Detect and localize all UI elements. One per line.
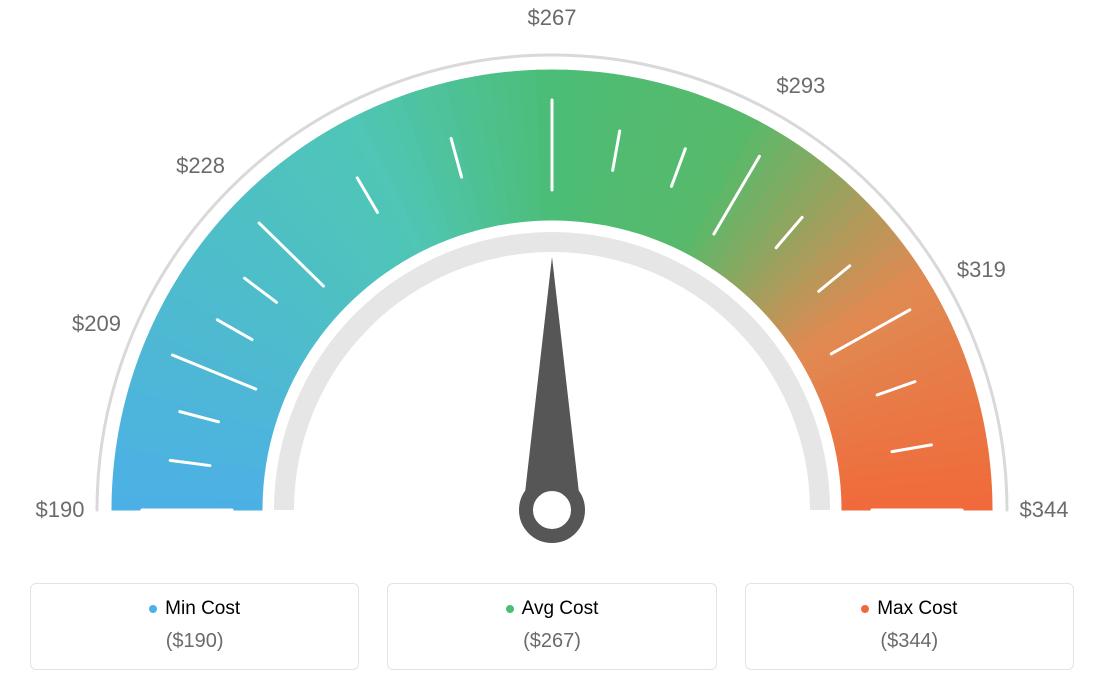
legend-dot-avg (506, 605, 514, 613)
legend-title-min: Min Cost (149, 598, 240, 620)
legend-row: Min Cost ($190) Avg Cost ($267) Max Cost… (0, 583, 1104, 670)
gauge-tick-label: $267 (528, 5, 577, 31)
cost-gauge-widget: $190 $209 $228 $267 $293 $319 $344 Min Cost ($… (0, 0, 1104, 690)
gauge-chart: $190 $209 $228 $267 $293 $319 $344 (0, 0, 1104, 560)
legend-title-max: Max Cost (861, 598, 957, 620)
legend-card-min: Min Cost ($190) (30, 583, 359, 670)
legend-card-avg: Avg Cost ($267) (387, 583, 716, 670)
gauge-tick-label: $228 (176, 153, 225, 179)
gauge-svg (0, 0, 1104, 560)
gauge-tick-label: $190 (36, 497, 85, 523)
legend-title-max-text: Max Cost (877, 598, 957, 620)
gauge-tick-label: $209 (72, 311, 121, 337)
gauge-tick-label: $293 (776, 73, 825, 99)
legend-title-min-text: Min Cost (165, 598, 240, 620)
legend-value-max: ($344) (756, 630, 1063, 653)
legend-value-min: ($190) (41, 630, 348, 653)
gauge-tick-label: $319 (957, 257, 1006, 283)
legend-title-avg: Avg Cost (506, 598, 599, 620)
legend-title-avg-text: Avg Cost (522, 598, 599, 620)
legend-dot-min (149, 605, 157, 613)
legend-dot-max (861, 605, 869, 613)
legend-value-avg: ($267) (398, 630, 705, 653)
legend-card-max: Max Cost ($344) (745, 583, 1074, 670)
gauge-tick-label: $344 (1020, 497, 1069, 523)
